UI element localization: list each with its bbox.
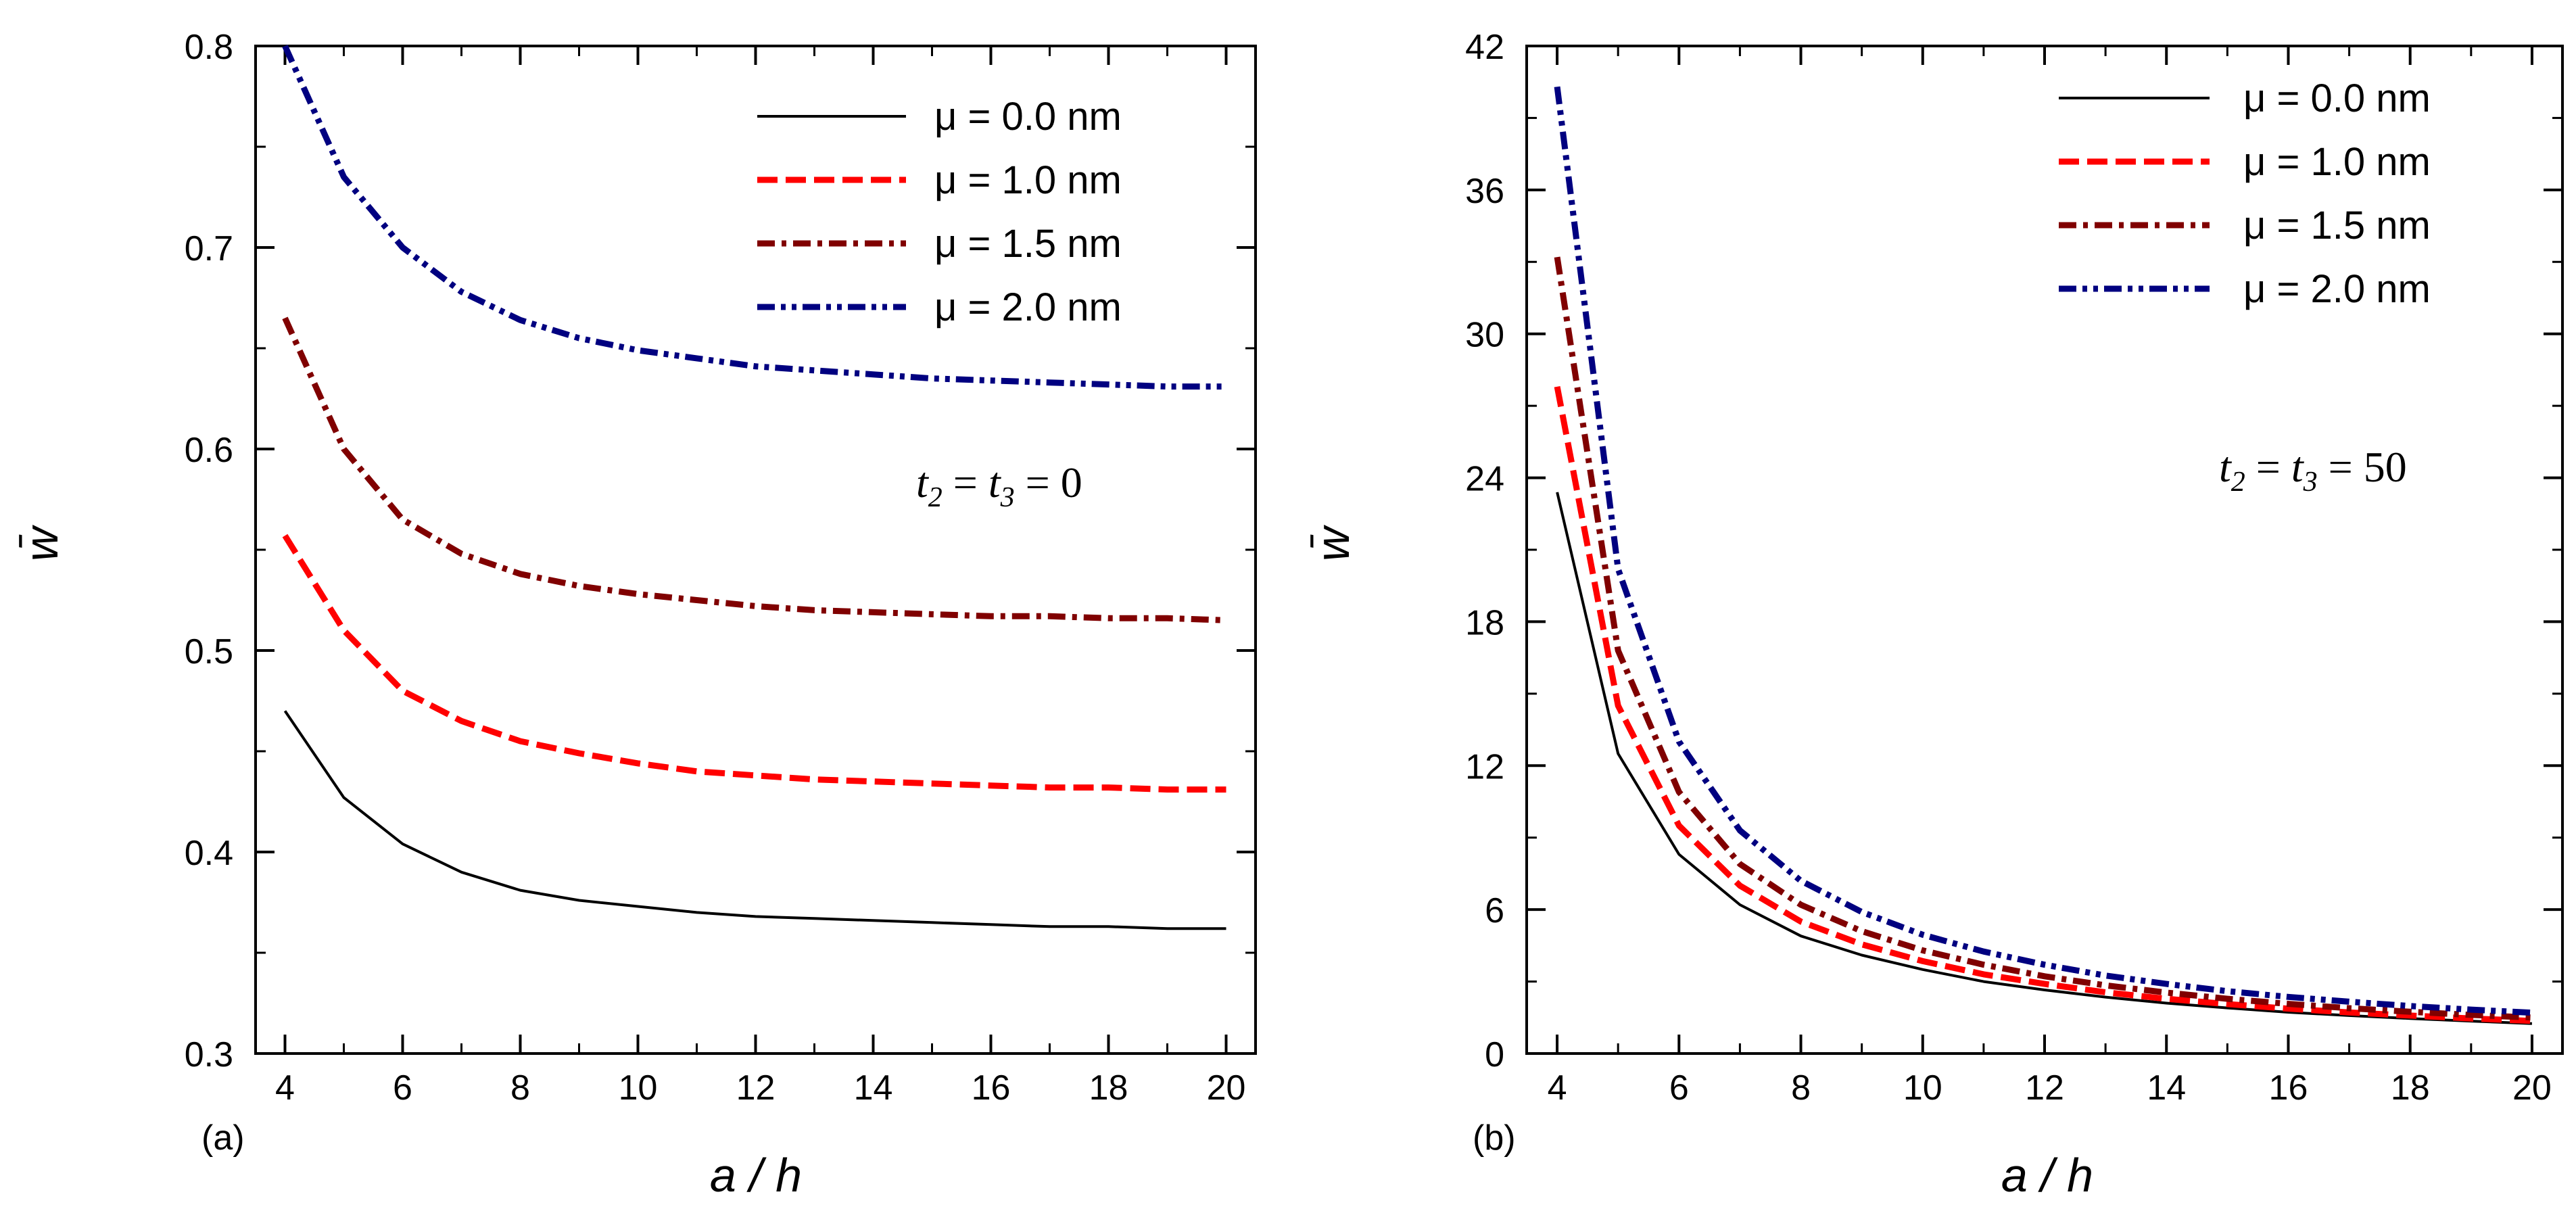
x-tick-label: 16 [972, 1068, 1011, 1108]
legend-label-0: μ = 0.0 nm [934, 95, 1122, 139]
annotation-part: t [916, 458, 930, 506]
x-tick-label: 16 [2269, 1068, 2308, 1108]
x-tick-label: 6 [1669, 1068, 1689, 1108]
panel-label: (b) [1473, 1118, 1516, 1158]
x-tick-label: 8 [510, 1068, 530, 1108]
annotation-part: 50 [2364, 443, 2407, 491]
x-tick-label: 14 [2147, 1068, 2186, 1108]
series-line-3 [282, 45, 1226, 390]
y-axis-label: w̄ [1306, 524, 1359, 561]
annotation-part: = [1015, 458, 1061, 506]
legend-label-2: μ = 1.5 nm [934, 222, 1122, 266]
annotation-part: 2 [928, 482, 943, 513]
y-tick-label: 36 [1465, 172, 1504, 211]
annotation-part: t [988, 458, 1002, 506]
series-line-2 [1554, 256, 2533, 1021]
x-tick-label: 20 [2512, 1068, 2552, 1108]
x-tick-label: 4 [1548, 1068, 1567, 1108]
y-tick-label: 12 [1465, 747, 1504, 786]
annotation-part: 3 [1000, 482, 1015, 513]
x-axis-label: a / h [2001, 1149, 2093, 1202]
condition-annotation: t2 = t3 = 0 [916, 458, 1082, 513]
series-line-1 [1554, 385, 2533, 1024]
y-tick-label: 0.6 [185, 431, 233, 470]
panel-b: 4 6 8 10 12 14 16 18 20 0 6 12 18 24 30 36 42 μ = 0.0 nm μ… [1306, 28, 2564, 1202]
panel-label: (a) [201, 1118, 245, 1158]
legend-label-1: μ = 1.0 nm [2243, 140, 2431, 184]
legend-label-0: μ = 0.0 nm [2243, 76, 2431, 120]
panel-a: 4 6 8 10 12 14 16 18 200.30.40.50.60.70.8μ = 0.0… [15, 28, 1257, 1202]
legend-label-2: μ = 1.5 nm [2243, 204, 2431, 247]
x-tick-label: 18 [2391, 1068, 2430, 1108]
y-tick-label: 0.7 [185, 229, 233, 268]
legend-label-1: μ = 1.0 nm [934, 158, 1122, 202]
y-tick-label: 0.8 [185, 28, 233, 67]
series-line-3 [1554, 86, 2533, 1016]
annotation-part: t [2291, 443, 2305, 491]
y-tick-label: 42 [1465, 28, 1504, 67]
y-axis-label: w̄ [15, 524, 68, 561]
annotation-part: 2 [2231, 467, 2245, 498]
x-tick-label: 4 [275, 1068, 295, 1108]
annotation-part: = [943, 458, 988, 506]
x-tick-label: 18 [1089, 1068, 1128, 1108]
x-tick-label: 12 [2025, 1068, 2064, 1108]
x-tick-label: 6 [393, 1068, 412, 1108]
plot-frame [1525, 45, 2564, 1055]
x-tick-label: 12 [736, 1068, 776, 1108]
annotation-part: 3 [2303, 467, 2318, 498]
x-tick-label: 8 [1791, 1068, 1811, 1108]
y-tick-label: 30 [1465, 316, 1504, 355]
y-tick-label: 0.5 [185, 632, 233, 671]
annotation-part: = [2318, 443, 2364, 491]
x-axis-label: a / h [710, 1149, 802, 1202]
y-tick-label: 24 [1465, 460, 1504, 499]
x-tick-label: 14 [854, 1068, 893, 1108]
legend-label-3: μ = 2.0 nm [2243, 267, 2431, 311]
x-tick-label: 10 [619, 1068, 658, 1108]
x-tick-label: 10 [1903, 1068, 1942, 1108]
series-line-0 [283, 710, 1226, 930]
condition-annotation: t2 = t3 = 50 [2219, 443, 2407, 498]
annotation-part: = [2245, 443, 2291, 491]
y-tick-label: 6 [1485, 891, 1504, 930]
series-line-1 [282, 534, 1226, 793]
legend-label-3: μ = 2.0 nm [934, 285, 1122, 329]
y-tick-label: 0 [1485, 1035, 1504, 1074]
y-tick-label: 0.3 [185, 1035, 233, 1074]
series-line-0 [1556, 492, 2532, 1025]
annotation-part: t [2219, 443, 2233, 491]
x-tick-label: 20 [1207, 1068, 1246, 1108]
y-tick-label: 18 [1465, 603, 1504, 642]
annotation-part: 0 [1061, 458, 1082, 506]
y-tick-label: 0.4 [185, 834, 233, 873]
